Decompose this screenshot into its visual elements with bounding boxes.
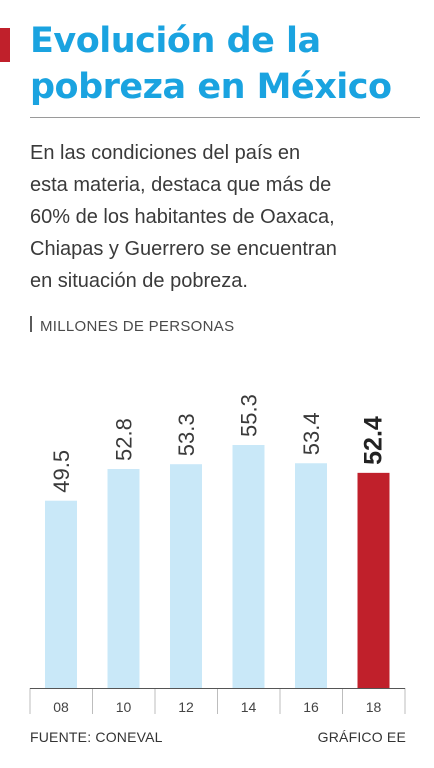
- subtitle-line: 60% de los habitantes de Oaxaca,: [30, 206, 335, 228]
- bar-value-label: 52.8: [112, 418, 137, 461]
- chart-subtitle: En las condiciones del país en esta mate…: [30, 137, 425, 297]
- x-tick-label: 14: [241, 699, 257, 715]
- graphic-credit: GRÁFICO EE: [317, 729, 406, 745]
- bar: [170, 464, 202, 688]
- chart-title-line: Evolución de la: [30, 21, 321, 61]
- bar-value-label: 55.3: [237, 394, 262, 437]
- x-tick-label: 18: [366, 699, 382, 715]
- subtitle-line: En las condiciones del país en: [30, 142, 301, 164]
- chart-title: Evolución de la pobreza en México: [30, 18, 430, 110]
- unit-marker: [30, 316, 32, 332]
- bar-highlight: [357, 472, 390, 688]
- bar: [232, 445, 265, 688]
- title-divider: [30, 117, 420, 118]
- bar-value-label: 52.4: [360, 416, 388, 465]
- x-tick-label: 08: [53, 699, 69, 715]
- unit-label: MILLONES DE PERSONAS: [30, 318, 234, 336]
- subtitle-line: Chiapas y Guerrero se encuentran: [30, 238, 337, 260]
- chart-title-line: pobreza en México: [30, 67, 392, 107]
- bar: [107, 469, 140, 688]
- bar: [45, 500, 77, 688]
- subtitle-line: en situación de pobreza.: [30, 270, 248, 292]
- bar-value-label: 53.4: [299, 412, 324, 455]
- source-note: FUENTE: CONEVAL: [30, 729, 163, 745]
- subtitle-line: esta materia, destaca que más de: [30, 174, 332, 196]
- bar: [295, 463, 327, 688]
- bar-value-label: 53.3: [174, 413, 199, 456]
- x-tick-label: 12: [178, 699, 194, 715]
- bar-value-label: 49.5: [49, 450, 74, 493]
- x-tick-label: 10: [116, 699, 132, 715]
- x-tick-label: 16: [303, 699, 319, 715]
- title-accent-bar: [0, 28, 10, 62]
- unit-text: MILLONES DE PERSONAS: [40, 318, 235, 335]
